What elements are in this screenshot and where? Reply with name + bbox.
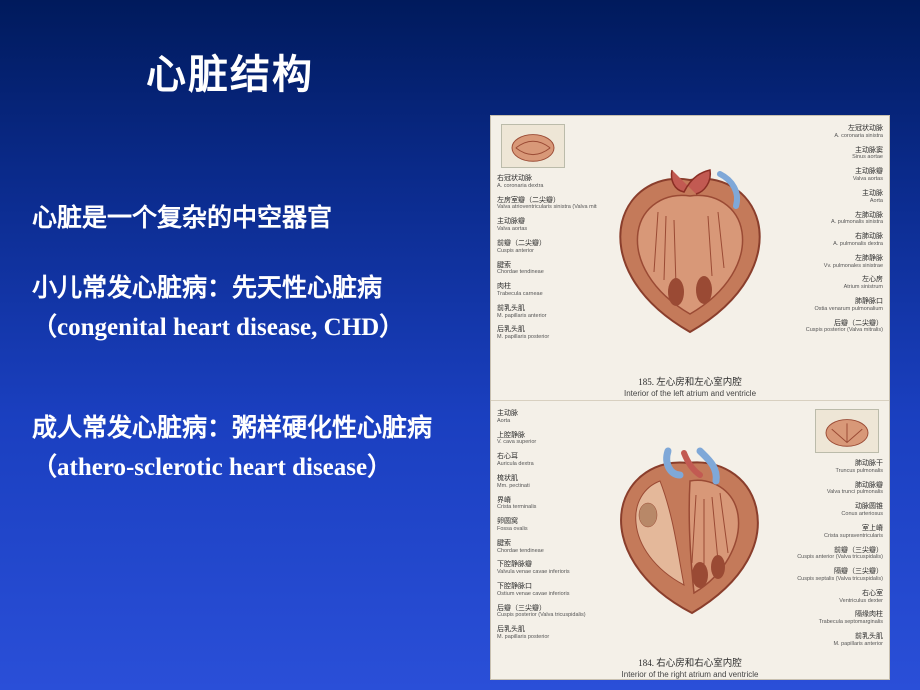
anatomy-label: 前瓣（二尖瓣）Cuspis anterior [497, 239, 597, 255]
anatomy-label: 右心耳Auricula dextra [497, 452, 597, 468]
caption-bottom-ref: 184. [638, 658, 654, 668]
inset-valve-icon-right [816, 410, 878, 452]
anatomy-label: 左肺动脉A. pulmonalis sinistra [783, 211, 883, 227]
anatomy-label: 主动脉瓣Valva aortas [497, 217, 597, 233]
caption-bottom: 184. 右心房和右心室内腔 Interior of the right atr… [491, 655, 889, 679]
anatomy-label: 左肺静脉Vv. pulmonales sinistrae [783, 254, 883, 270]
labels-right-bottom: 肺动脉干Truncus pulmonalis 肺动脉瓣Valva trunci p… [783, 459, 883, 654]
diagram-right-heart: 主动脉Aorta 上腔静脉V. cava superior 右心耳Auricula … [491, 401, 889, 680]
anatomy-label: 室上嵴Crista supraventricularis [783, 524, 883, 540]
anatomy-diagram-panel: 右冠状动脉A. coronaria dextra 左房室瓣（二尖瓣）Valva a… [490, 115, 890, 680]
inset-valve-left [501, 124, 565, 168]
anatomy-label: 后瓣（二尖瓣）Cuspis posterior (Valva mitralis) [783, 319, 883, 335]
caption-top-cn: 左心房和左心室内腔 [656, 378, 742, 388]
anatomy-label: 下腔静脉口Ostium venae cavae inferioris [497, 582, 597, 598]
anatomy-label: 前乳头肌M. papillaris anterior [497, 304, 597, 320]
anatomy-label: 肺静脉口Ostia venarum pulmonalium [783, 297, 883, 313]
anatomy-label: 下腔静脉瓣Valvula venae cavae inferioris [497, 560, 597, 576]
heart-shape-left [600, 162, 780, 342]
caption-top: 185. 左心房和左心室内腔 Interior of the left atri… [491, 374, 889, 398]
paragraph-intro: 心脏是一个复杂的中空器官 [32, 200, 452, 239]
anatomy-label: 主动脉Aorta [783, 189, 883, 205]
caption-top-en: Interior of the left atrium and ventricl… [624, 389, 756, 398]
inset-valve-icon [502, 125, 564, 167]
anatomy-label: 界嵴Crista terminalis [497, 496, 597, 512]
anatomy-label: 后乳头肌M. papillaris posterior [497, 325, 597, 341]
anatomy-label: 左心房Atrium sinistrum [783, 275, 883, 291]
anatomy-label: 主动脉瓣Valva aortas [783, 167, 883, 183]
anatomy-label: 梳状肌Mm. pectinati [497, 474, 597, 490]
anatomy-label: 前乳头肌M. papillaris anterior [783, 632, 883, 648]
anatomy-label: 腱索Chordae tendineae [497, 539, 597, 555]
caption-top-ref: 185. [638, 377, 654, 387]
anatomy-label: 隔缘肉柱Trabecula septomarginalis [783, 610, 883, 626]
diagram-left-heart: 右冠状动脉A. coronaria dextra 左房室瓣（二尖瓣）Valva a… [491, 116, 889, 401]
labels-left-top: 右冠状动脉A. coronaria dextra 左房室瓣（二尖瓣）Valva a… [497, 174, 597, 347]
paragraph-chd: 小儿常发心脏病：先天性心脏病（congenital heart disease,… [32, 270, 452, 348]
anatomy-label: 隔瓣（三尖瓣）Cuspis septalis (Valva tricuspida… [783, 567, 883, 583]
anatomy-label: 肺动脉瓣Valva trunci pulmonalis [783, 481, 883, 497]
anatomy-label: 肉柱Trabecula carneae [497, 282, 597, 298]
paragraph-athero: 成人常发心脏病：粥样硬化性心脏病（athero-sclerotic heart … [32, 410, 452, 488]
anatomy-label: 后瓣（三尖瓣）Cuspis posterior (Valva tricuspid… [497, 604, 597, 620]
anatomy-label: 右心室Ventriculus dexter [783, 589, 883, 605]
caption-bottom-en: Interior of the right atrium and ventric… [622, 670, 759, 679]
anatomy-label: 卵圆窝Fossa ovalis [497, 517, 597, 533]
heart-svg-left [600, 162, 780, 342]
anatomy-label: 左房室瓣（二尖瓣）Valva atrioventricularis sinist… [497, 196, 597, 212]
labels-right-top: 左冠状动脉A. coronaria sinistra 主动脉窦Sinus aort… [783, 124, 883, 340]
anatomy-label: 上腔静脉V. cava superior [497, 431, 597, 447]
anatomy-label: 动脉圆锥Conus arteriosus [783, 502, 883, 518]
labels-left-bottom: 主动脉Aorta 上腔静脉V. cava superior 右心耳Auricula … [497, 409, 597, 647]
anatomy-label: 腱索Chordae tendineae [497, 261, 597, 277]
anatomy-label: 后乳头肌M. papillaris posterior [497, 625, 597, 641]
anatomy-label: 右冠状动脉A. coronaria dextra [497, 174, 597, 190]
anatomy-label: 右肺动脉A. pulmonalis dextra [783, 232, 883, 248]
anatomy-label: 主动脉Aorta [497, 409, 597, 425]
slide-title: 心脏结构 [0, 42, 460, 100]
caption-bottom-cn: 右心房和右心室内腔 [656, 659, 742, 669]
anatomy-label: 前瓣（三尖瓣）Cuspis anterior (Valva tricuspida… [783, 546, 883, 562]
anatomy-label: 主动脉窦Sinus aortae [783, 146, 883, 162]
inset-valve-right [815, 409, 879, 453]
anatomy-label: 左冠状动脉A. coronaria sinistra [783, 124, 883, 140]
anatomy-label: 肺动脉干Truncus pulmonalis [783, 459, 883, 475]
heart-shape-right [600, 445, 780, 625]
heart-svg-right [600, 445, 780, 625]
